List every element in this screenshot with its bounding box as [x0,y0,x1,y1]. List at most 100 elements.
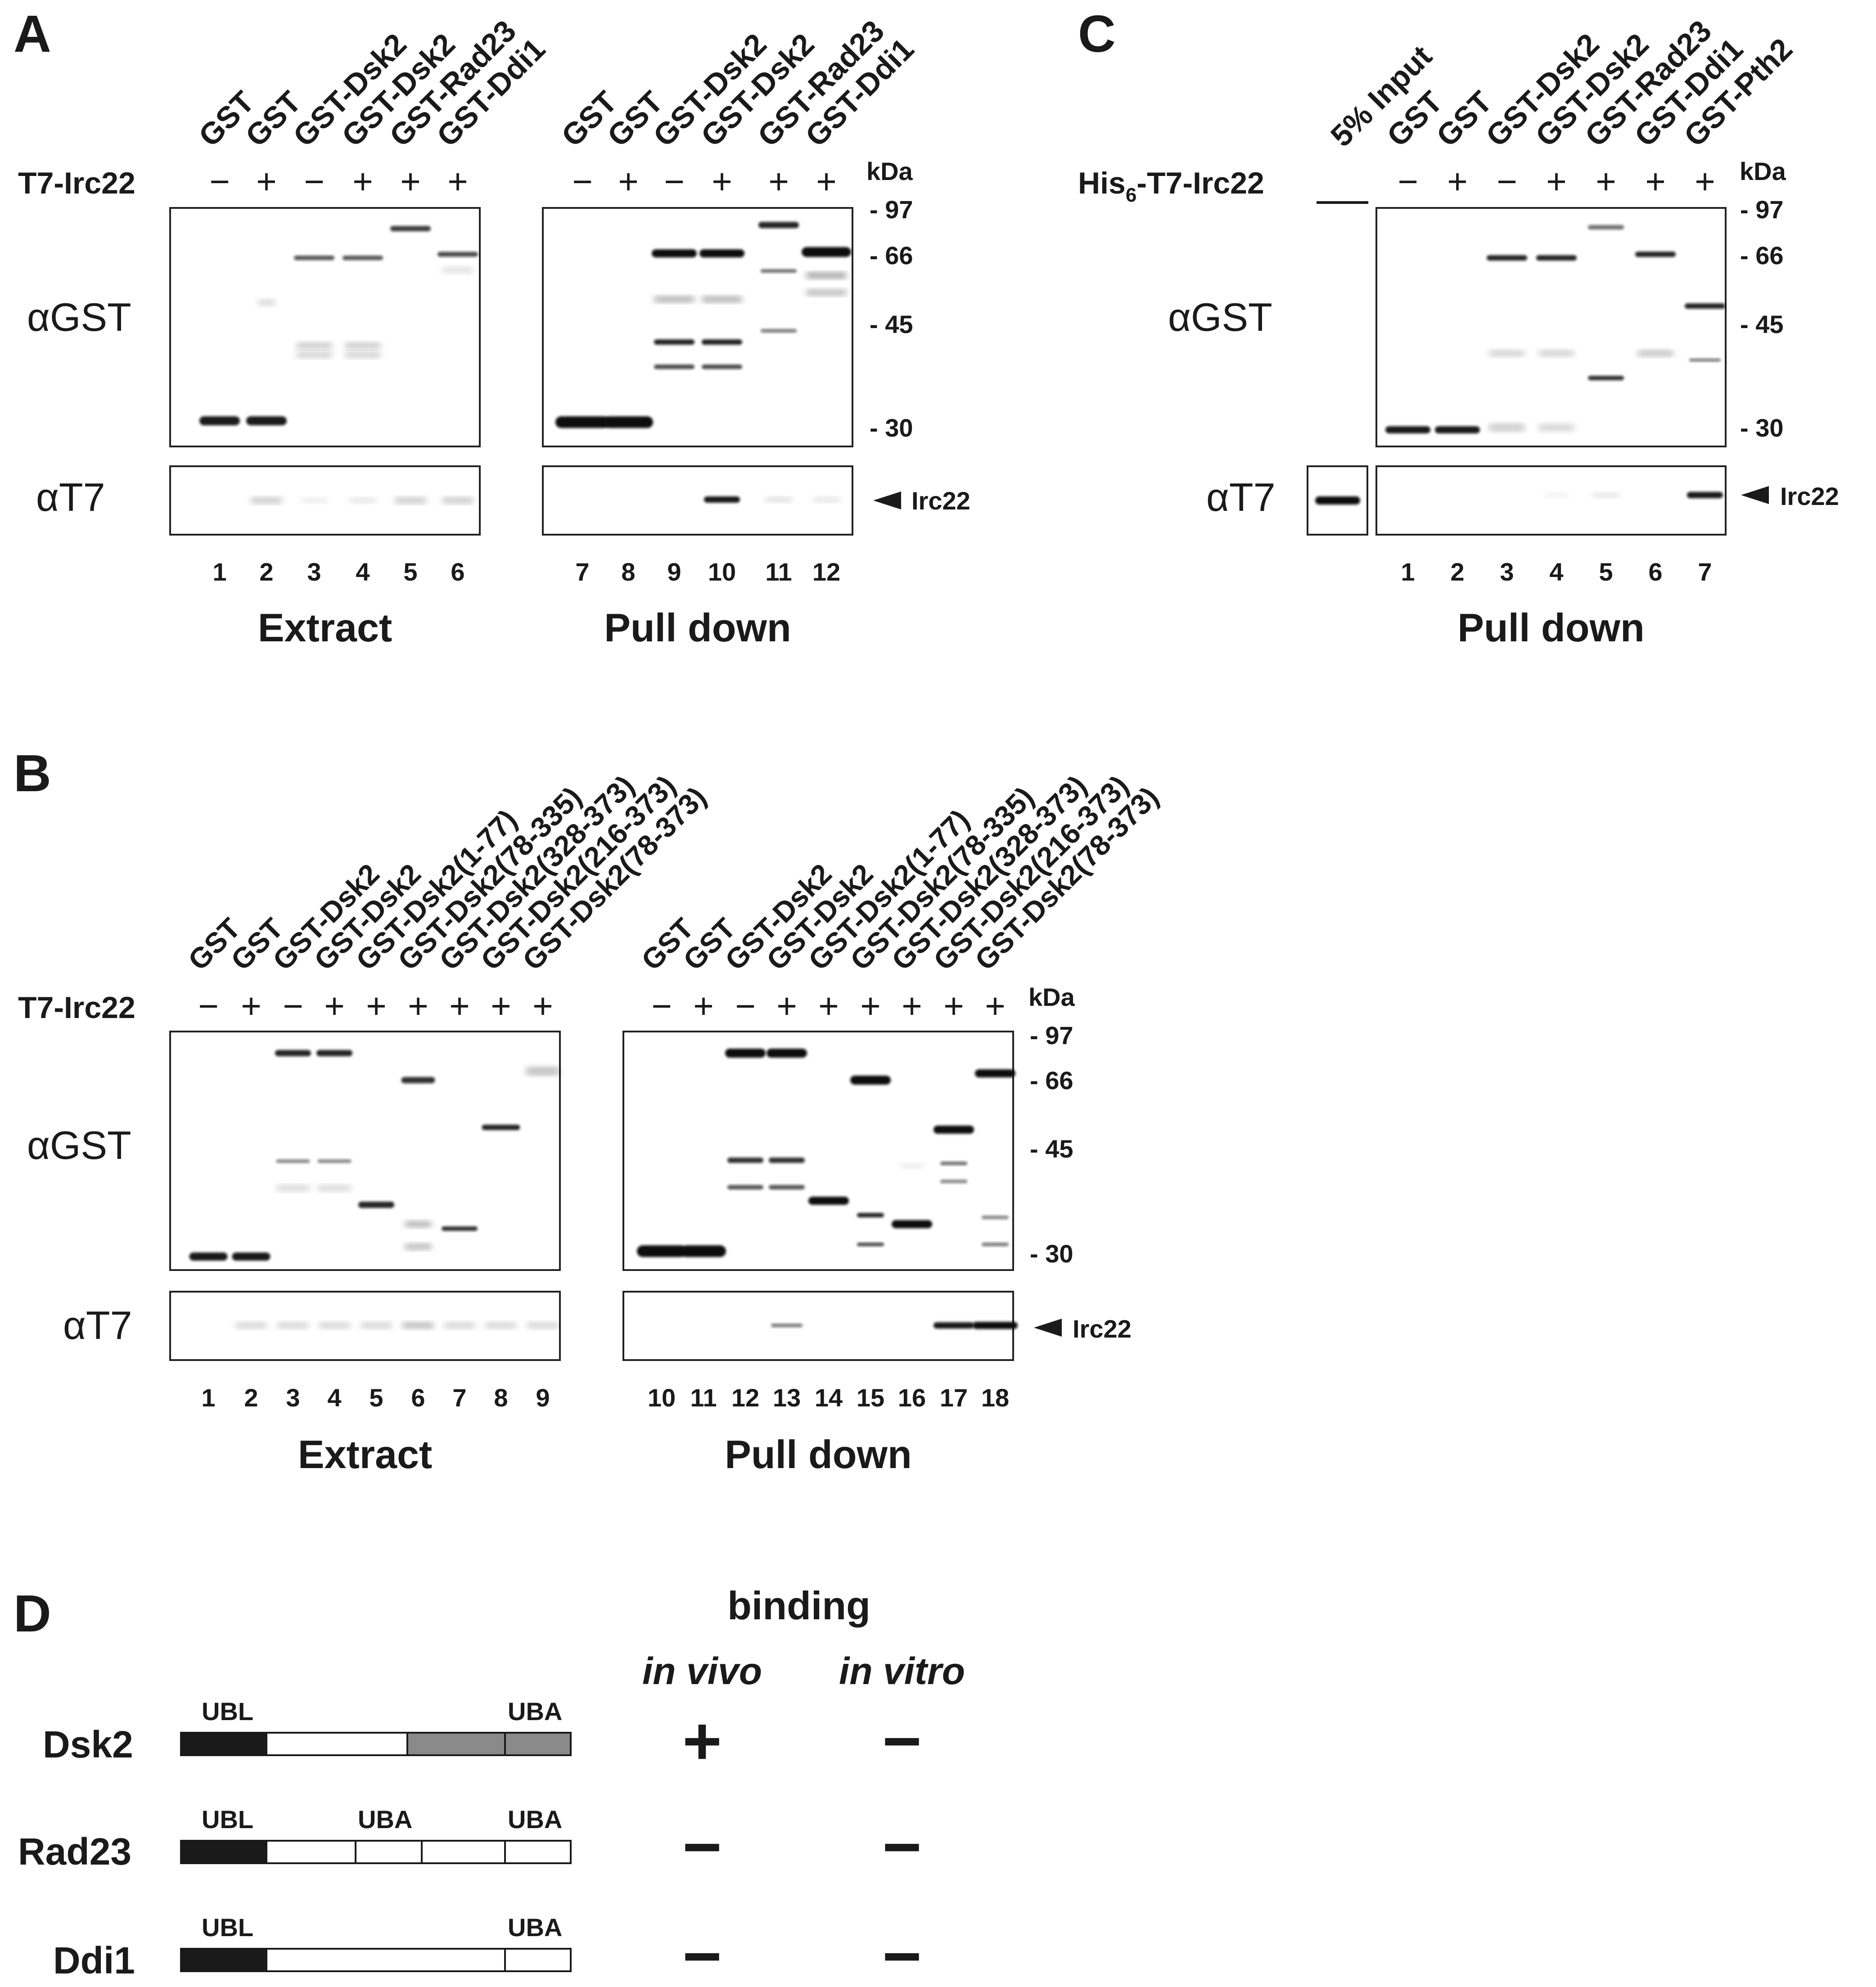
blot-band [1536,255,1577,261]
blot-band [405,1222,432,1226]
lane-number: 3 [1500,558,1514,586]
marker-30: - 30 [1030,1239,1073,1268]
lane-number: 4 [1549,558,1563,586]
lane-number: 2 [244,1383,258,1412]
blot-band [317,1186,352,1190]
marker-45: - 45 [1740,310,1784,338]
marker-45: - 45 [870,310,913,338]
condition-sign: + [400,162,421,201]
blot-band [343,256,383,260]
blot-band [358,1202,394,1208]
arrowhead-irc22 [1034,1319,1062,1337]
antibody-label-t7: αT7 [63,1303,132,1347]
arrowhead-irc22 [873,491,901,509]
blot-band [725,1049,766,1058]
condition-label: T7-Irc22 [18,166,135,200]
protein-name: Ddi1 [53,1939,135,1982]
domain-uba: UBA [508,1913,562,1942]
blot-band [349,499,376,502]
ubl-domain-box [181,1841,267,1863]
blot-band [975,1069,1015,1077]
blot-t7-pulldown [1375,465,1727,536]
uba-domain-box [406,1732,572,1756]
blot-band [482,1125,520,1130]
caption-pulldown: Pull down [1457,605,1645,650]
panel-letter-a: A [14,5,51,63]
blot-band [1435,426,1480,433]
blot-band [1385,426,1430,433]
condition-sign: + [532,986,553,1026]
condition-label: T7-Irc22 [18,991,135,1025]
lane-number: 10 [648,1383,676,1412]
blot-band [758,222,799,228]
domain-uba-2: UBA [508,1805,562,1834]
condition-sign: + [712,162,732,201]
condition-sign: − [664,162,685,201]
blot-band [1689,358,1721,362]
lane-number: 1 [212,558,226,586]
lane-number: 4 [327,1383,341,1412]
ubl-domain-box [181,1733,267,1755]
lane-number: 14 [815,1383,843,1412]
blot-band [940,1162,967,1165]
protein-row-dsk2: Dsk2 UBL UBA + − [43,1697,922,1779]
condition-sign: − [1497,162,1517,201]
domain-uba: UBA [508,1697,562,1726]
domain-ubl: UBL [202,1913,253,1942]
blot-band [1545,494,1568,496]
lane-number: 6 [1648,558,1662,586]
marker-30: - 30 [870,414,913,442]
blot-band [940,1180,967,1183]
lane-number: 18 [981,1383,1009,1412]
blot-band [345,353,381,356]
protein-row-ddi1: Ddi1 UBL UBA − − [53,1913,922,1987]
condition-sign: + [449,986,470,1026]
panel-b: T7-Irc22 GSTGSTGST-Dsk2GST-Dsk2GST-Dsk2(… [18,769,1165,1477]
blot-band [806,291,847,294]
blot-band [769,1158,805,1163]
blot-band [802,247,851,257]
in-vitro-result: − [882,1809,922,1884]
blot-band [933,1126,974,1134]
protein-name: Dsk2 [43,1723,133,1766]
condition-sign: + [818,986,839,1026]
blot-band [702,365,742,369]
lane-labels-pulldown: GSTGSTGST-Dsk2GST-Dsk2GST-Rad23GST-Ddi1G… [1380,14,1799,153]
blot-band [437,252,478,257]
caption-extract: Extract [298,1432,432,1477]
condition-sign: + [860,986,881,1026]
lane-number: 12 [812,558,840,586]
blot-gst-pulldown [1375,207,1727,447]
blot-band [681,1245,726,1257]
blot-band [813,498,840,501]
col-in-vitro: in vitro [839,1650,965,1692]
blot-band [761,329,797,333]
condition-sign: − [198,986,219,1026]
blot-gst-pulldown [542,207,853,447]
blot-band [1489,425,1525,430]
blot-band [442,268,474,272]
blot-band [555,416,609,428]
blot-band [769,1185,805,1189]
blot-band [973,1322,1018,1329]
in-vivo-result: − [682,1918,722,1987]
condition-sign: − [283,986,303,1026]
lane-number: 4 [356,558,370,586]
binding-header: binding [727,1583,870,1628]
condition-sign: + [1447,162,1468,201]
blot-band [654,297,694,301]
in-vitro-result: − [882,1703,922,1779]
lane-number: 1 [201,1383,215,1412]
marker-97: - 97 [1740,195,1784,224]
blot-band [1588,376,1624,380]
blot-band [317,1159,352,1163]
blot-band [699,249,744,257]
condition-sign: + [366,986,387,1026]
blot-band [652,249,697,257]
blot-band [771,1324,803,1327]
condition-main: His [1078,166,1126,200]
panel-c: 5% Input His6-T7-Irc22 GSTGSTGST-Dsk2GST… [1078,14,1839,650]
lane-number: 15 [857,1383,884,1412]
